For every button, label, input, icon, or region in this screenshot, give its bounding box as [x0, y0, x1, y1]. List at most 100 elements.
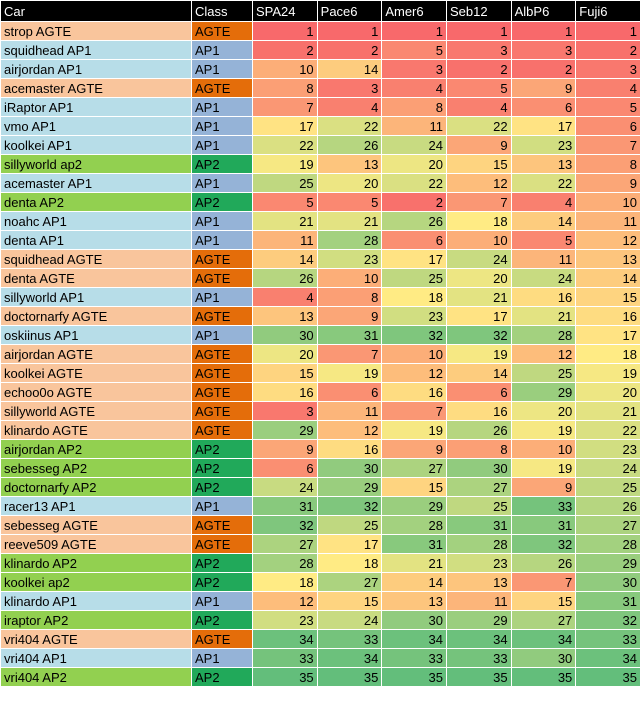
value-cell: 24 [575, 458, 640, 478]
car-cell: vri404 AP1 [0, 648, 192, 668]
value-cell: 2 [510, 59, 577, 79]
header-row: Car Class SPA24 Pace6 Amer6 Seb12 AlbP6 … [0, 0, 640, 22]
class-cell: AGTE [191, 401, 253, 421]
value-cell: 28 [381, 515, 447, 535]
value-cell: 10 [252, 59, 318, 79]
car-cell: sebesseg AGTE [0, 515, 192, 535]
table-row: echoo0o AGTE AGTE 16 6 16 6 29 20 [0, 382, 640, 402]
value-cell: 26 [252, 268, 318, 288]
header-fuji6: Fuji6 [575, 0, 640, 22]
value-cell: 32 [575, 610, 640, 630]
class-cell: AGTE [191, 21, 253, 41]
value-cell: 11 [510, 249, 577, 269]
value-cell: 19 [510, 420, 577, 440]
value-cell: 31 [316, 325, 383, 345]
value-cell: 21 [381, 553, 447, 573]
table-row: airjordan AGTE AGTE 20 7 10 19 12 18 [0, 344, 640, 364]
value-cell: 25 [445, 496, 512, 516]
value-cell: 4 [575, 78, 640, 98]
car-cell: iraptor AP2 [0, 610, 192, 630]
value-cell: 30 [575, 572, 640, 592]
value-cell: 17 [510, 116, 577, 136]
value-cell: 23 [510, 135, 577, 155]
value-cell: 22 [575, 420, 640, 440]
value-cell: 34 [252, 629, 318, 649]
value-cell: 19 [575, 363, 640, 383]
class-cell: AGTE [191, 515, 253, 535]
class-cell: AP2 [191, 192, 253, 212]
value-cell: 34 [445, 629, 512, 649]
value-cell: 20 [575, 382, 640, 402]
value-cell: 11 [575, 211, 640, 231]
value-cell: 30 [252, 325, 318, 345]
value-cell: 5 [575, 97, 640, 117]
table-row: squidhead AGTE AGTE 14 23 17 24 11 13 [0, 249, 640, 269]
value-cell: 28 [252, 553, 318, 573]
car-cell: airjordan AGTE [0, 344, 192, 364]
value-cell: 15 [381, 477, 447, 497]
table-header: Car Class SPA24 Pace6 Amer6 Seb12 AlbP6 … [0, 0, 640, 22]
class-cell: AGTE [191, 363, 253, 383]
car-cell: denta AP2 [0, 192, 192, 212]
value-cell: 35 [381, 667, 447, 687]
class-cell: AP2 [191, 477, 253, 497]
value-cell: 33 [252, 648, 318, 668]
class-cell: AP1 [191, 230, 253, 250]
value-cell: 4 [510, 192, 577, 212]
value-cell: 22 [510, 173, 577, 193]
value-cell: 17 [575, 325, 640, 345]
value-cell: 5 [445, 78, 512, 98]
car-cell: sebesseg AP2 [0, 458, 192, 478]
car-cell: sillyworld AP1 [0, 287, 192, 307]
table-row: vri404 AGTE AGTE 34 33 34 34 34 33 [0, 629, 640, 649]
class-cell: AP1 [191, 59, 253, 79]
class-cell: AP1 [191, 648, 253, 668]
table-row: denta AGTE AGTE 26 10 25 20 24 14 [0, 268, 640, 288]
value-cell: 11 [445, 591, 512, 611]
value-cell: 3 [381, 59, 447, 79]
value-cell: 24 [316, 610, 383, 630]
value-cell: 3 [575, 59, 640, 79]
table-row: acemaster AGTE AGTE 8 3 4 5 9 4 [0, 78, 640, 98]
car-cell: sillyworld ap2 [0, 154, 192, 174]
car-cell: acemaster AP1 [0, 173, 192, 193]
value-cell: 28 [316, 230, 383, 250]
value-cell: 2 [316, 40, 383, 60]
value-cell: 13 [575, 249, 640, 269]
value-cell: 29 [575, 553, 640, 573]
value-cell: 1 [575, 21, 640, 41]
value-cell: 34 [316, 648, 383, 668]
value-cell: 27 [316, 572, 383, 592]
value-cell: 27 [575, 515, 640, 535]
value-cell: 29 [381, 496, 447, 516]
value-cell: 12 [381, 363, 447, 383]
value-cell: 10 [445, 230, 512, 250]
value-cell: 2 [575, 40, 640, 60]
value-cell: 1 [252, 21, 318, 41]
value-cell: 5 [316, 192, 383, 212]
value-cell: 33 [381, 648, 447, 668]
value-cell: 31 [445, 515, 512, 535]
value-cell: 23 [252, 610, 318, 630]
table-row: koolkei ap2 AP2 18 27 14 13 7 30 [0, 572, 640, 592]
value-cell: 14 [575, 268, 640, 288]
value-cell: 32 [381, 325, 447, 345]
value-cell: 20 [445, 268, 512, 288]
value-cell: 24 [445, 249, 512, 269]
value-cell: 31 [381, 534, 447, 554]
value-cell: 16 [445, 401, 512, 421]
table-row: sebesseg AGTE AGTE 32 25 28 31 31 27 [0, 515, 640, 535]
value-cell: 22 [252, 135, 318, 155]
table-row: acemaster AP1 AP1 25 20 22 12 22 9 [0, 173, 640, 193]
table-row: doctornarfy AP2 AP2 24 29 15 27 9 25 [0, 477, 640, 497]
value-cell: 16 [381, 382, 447, 402]
value-cell: 5 [381, 40, 447, 60]
value-cell: 1 [510, 21, 577, 41]
value-cell: 28 [445, 534, 512, 554]
value-cell: 25 [381, 268, 447, 288]
value-cell: 7 [316, 344, 383, 364]
value-cell: 9 [445, 135, 512, 155]
value-cell: 16 [510, 287, 577, 307]
value-cell: 8 [252, 78, 318, 98]
value-cell: 21 [252, 211, 318, 231]
